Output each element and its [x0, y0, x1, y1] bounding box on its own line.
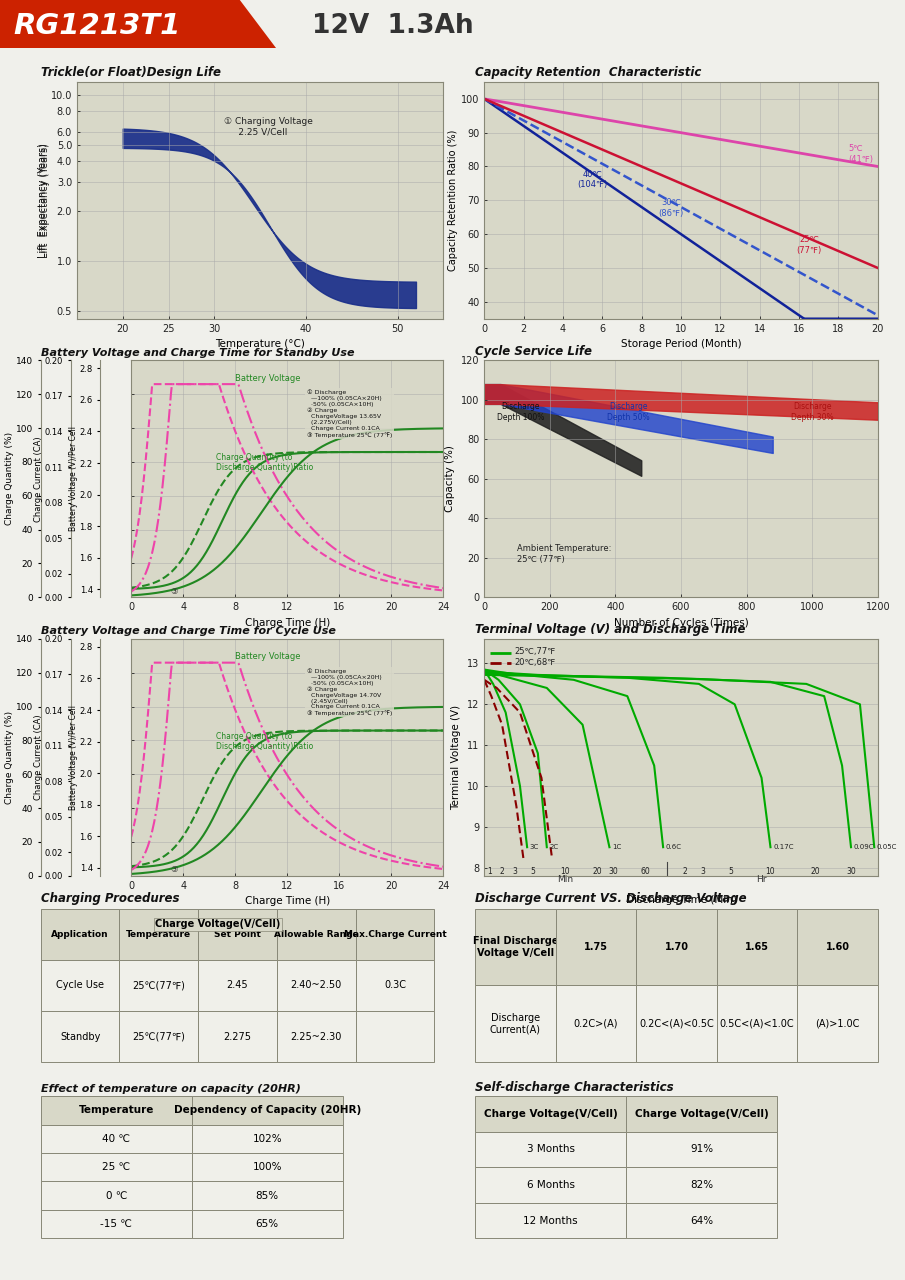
Text: 20: 20: [592, 867, 602, 876]
Y-axis label: Lift  Expectancy (Years): Lift Expectancy (Years): [38, 143, 48, 257]
Text: 20℃,68℉: 20℃,68℉: [515, 658, 556, 667]
Text: Battery Voltage: Battery Voltage: [235, 653, 300, 662]
Text: Terminal Voltage (V) and Discharge Time: Terminal Voltage (V) and Discharge Time: [475, 623, 746, 636]
Text: 3: 3: [700, 867, 705, 876]
Text: ① Discharge
  —100% (0.05CA×20H)
  ·50% (0.05CA×10H)
② Charge
  ChargeVoltage 14: ① Discharge —100% (0.05CA×20H) ·50% (0.0…: [307, 668, 392, 716]
Text: 0.09C: 0.09C: [853, 845, 874, 850]
Text: 1C: 1C: [612, 845, 622, 850]
Text: Discharge Time (Min): Discharge Time (Min): [625, 895, 737, 905]
Text: 30℃
(86℉): 30℃ (86℉): [659, 198, 684, 218]
Text: Battery Voltage and Charge Time for Standby Use: Battery Voltage and Charge Time for Stan…: [41, 348, 354, 358]
X-axis label: Charge Time (H): Charge Time (H): [244, 896, 330, 906]
Text: 2: 2: [682, 867, 687, 876]
Text: 25℃
(77℉): 25℃ (77℉): [796, 236, 822, 255]
Text: 12V  1.3Ah: 12V 1.3Ah: [312, 13, 474, 40]
Text: Self-discharge Characteristics: Self-discharge Characteristics: [475, 1080, 673, 1093]
Text: 40℃
(104℉): 40℃ (104℉): [577, 170, 607, 189]
Text: 5: 5: [729, 867, 734, 876]
Text: 2: 2: [500, 867, 504, 876]
Text: Ambient Temperature:
25℃ (77℉): Ambient Temperature: 25℃ (77℉): [517, 544, 612, 563]
Y-axis label: Terminal Voltage (V): Terminal Voltage (V): [452, 705, 462, 810]
Text: 60: 60: [641, 867, 650, 876]
Text: 0.6C: 0.6C: [666, 845, 681, 850]
Text: 25℃,77℉: 25℃,77℉: [515, 648, 556, 657]
Y-axis label: Capacity Retention Ratio (%): Capacity Retention Ratio (%): [448, 129, 458, 271]
Text: 20: 20: [810, 867, 820, 876]
Text: 10: 10: [766, 867, 776, 876]
Text: 5: 5: [530, 867, 535, 876]
Text: Charging Procedures: Charging Procedures: [41, 892, 179, 905]
Text: Charge Quantity (to
Discharge Quantity)Ratio: Charge Quantity (to Discharge Quantity)R…: [215, 453, 313, 472]
Text: Discharge
Depth 100%: Discharge Depth 100%: [497, 402, 544, 421]
Text: 30: 30: [846, 867, 856, 876]
X-axis label: Charge Time (H): Charge Time (H): [244, 618, 330, 627]
Text: Battery Voltage: Battery Voltage: [235, 374, 300, 383]
Text: Discharge Current VS. Discharge Voltage: Discharge Current VS. Discharge Voltage: [475, 892, 747, 905]
Text: Hr: Hr: [757, 876, 767, 884]
Text: 30: 30: [608, 867, 618, 876]
Text: Trickle(or Float)Design Life: Trickle(or Float)Design Life: [41, 67, 221, 79]
Text: Battery Voltage and Charge Time for Cycle Use: Battery Voltage and Charge Time for Cycl…: [41, 626, 336, 636]
Y-axis label: Battery Voltage (V)/Per Cell: Battery Voltage (V)/Per Cell: [69, 426, 78, 531]
Text: ① Discharge
  —100% (0.05CA×20H)
  ·50% (0.05CA×10H)
② Charge
  ChargeVoltage 13: ① Discharge —100% (0.05CA×20H) ·50% (0.0…: [307, 390, 392, 438]
Text: 3: 3: [512, 867, 517, 876]
Text: Charge Quantity (to
Discharge Quantity)Ratio: Charge Quantity (to Discharge Quantity)R…: [215, 731, 313, 751]
Text: Cycle Service Life: Cycle Service Life: [475, 344, 592, 358]
Text: 0.05C: 0.05C: [877, 845, 898, 850]
Y-axis label: Charge Current (CA): Charge Current (CA): [34, 714, 43, 800]
Text: 5℃
(41℉): 5℃ (41℉): [848, 145, 873, 164]
Text: 1: 1: [487, 867, 492, 876]
Text: 2C: 2C: [549, 845, 558, 850]
Text: Capacity Retention  Characteristic: Capacity Retention Characteristic: [475, 67, 701, 79]
Text: ③: ③: [170, 865, 177, 874]
Y-axis label: Charge Quantity (%): Charge Quantity (%): [5, 710, 14, 804]
Text: Discharge
Depth 50%: Discharge Depth 50%: [607, 402, 650, 421]
Text: Discharge
Depth 30%: Discharge Depth 30%: [791, 402, 834, 421]
Text: 0.17C: 0.17C: [773, 845, 794, 850]
Y-axis label: Charge Current (CA): Charge Current (CA): [34, 436, 43, 522]
Text: Lift  Expectancy (Years): Lift Expectancy (Years): [40, 143, 51, 257]
Text: ① Charging Voltage
     2.25 V/Cell: ① Charging Voltage 2.25 V/Cell: [224, 116, 312, 137]
Text: ③: ③: [170, 586, 177, 596]
Text: RG1213T1: RG1213T1: [14, 13, 181, 41]
Text: 3C: 3C: [529, 845, 539, 850]
Y-axis label: Battery Voltage (V)/Per Cell: Battery Voltage (V)/Per Cell: [69, 705, 78, 810]
Text: Effect of temperature on capacity (20HR): Effect of temperature on capacity (20HR): [41, 1084, 300, 1093]
Text: Charge Voltage(V/Cell): Charge Voltage(V/Cell): [155, 919, 281, 929]
Y-axis label: Charge Quantity (%): Charge Quantity (%): [5, 433, 14, 525]
Text: 10: 10: [560, 867, 569, 876]
Y-axis label: Capacity (%): Capacity (%): [445, 445, 455, 512]
Text: Min: Min: [557, 876, 573, 884]
X-axis label: Storage Period (Month): Storage Period (Month): [621, 339, 741, 349]
X-axis label: Number of Cycles (Times): Number of Cycles (Times): [614, 618, 748, 627]
X-axis label: Temperature (°C): Temperature (°C): [215, 339, 305, 349]
Polygon shape: [0, 0, 276, 47]
